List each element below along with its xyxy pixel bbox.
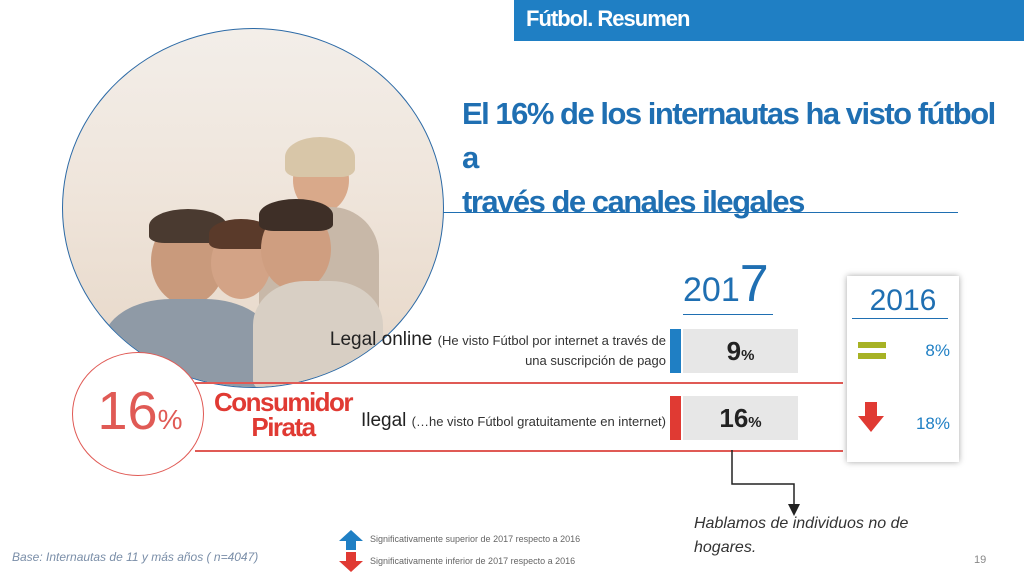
equal-icon-top [858,342,886,348]
up-arrow-icon [339,530,363,550]
illegal-label: Ilegal (…he visto Fútbol gratuitamente e… [360,410,666,431]
year-2017-label: 2017 [683,255,769,313]
note-connector-arrow [731,450,800,516]
fans-photo [62,28,444,388]
equal-icon-bottom [858,353,886,359]
down-arrow-icon [858,402,884,432]
pirate-consumer-label: Consumidor Pirata [213,387,354,442]
base-note: Base: Internautas de 11 y más años ( n=4… [12,550,259,564]
title-divider [434,212,958,213]
legend-down-label: Significativamente inferior de 2017 resp… [370,556,576,566]
title-line-2: través de canales ilegales [462,184,805,219]
illegal-value-2017: 16% [719,403,762,433]
year-2016-underline [852,318,948,319]
legal-value-bar [683,329,798,373]
slide-title: El 16% de los internautas ha visto fútbo… [462,92,1002,224]
legal-online-label: Legal online (He visto Fútbol por intern… [329,329,666,368]
band-top-line [195,382,843,384]
illegal-accent-bar [670,396,681,440]
page-number: 19 [974,554,987,566]
legal-value-2017: 9% [726,336,755,366]
title-line-1: El 16% de los internautas ha visto fútbo… [462,96,996,175]
year-2016-label: 2016 [869,284,937,317]
section-tab: Fútbol. Resumen [514,0,1024,41]
legal-value-2016: 8% [925,341,950,360]
panel-2016 [847,276,959,462]
pirate-percent: 16% [97,381,183,441]
illegal-value-2016: 18% [915,414,950,433]
year-2017-underline [683,314,773,315]
down-arrow-icon [339,552,363,572]
legal-accent-bar [670,329,681,373]
individuals-note: Hablamos de individuos no de hogares. [694,515,909,556]
band-bottom-line [195,450,843,452]
illegal-value-bar [683,396,798,440]
pirate-percent-circle [72,352,204,476]
legend-up-label: Significativamente superior de 2017 resp… [370,534,581,544]
